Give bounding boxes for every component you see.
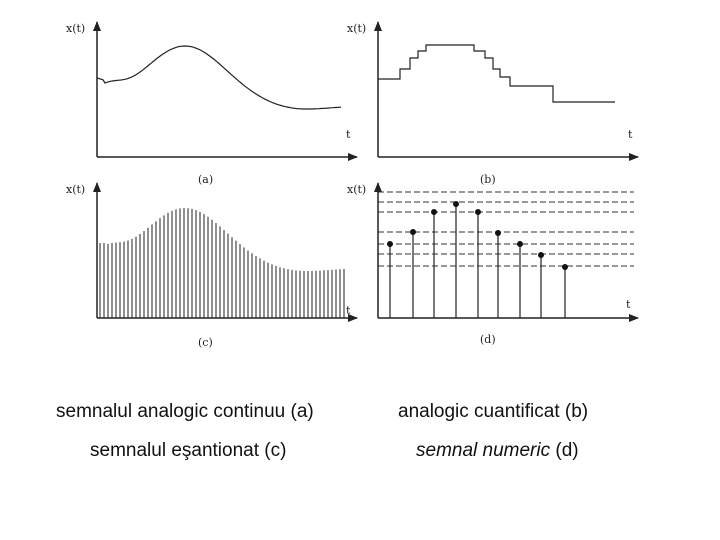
panel-c-caption: (c) [198,336,213,349]
panel-b-caption: (b) [480,173,496,186]
stem-dot-1 [410,229,416,235]
panel-a-caption: (a) [198,173,213,186]
panel-c-xlabel: t [346,304,351,317]
panel-c: x(t) t (c) [66,182,358,349]
caption-b-text: analogic cuantificat [398,401,560,422]
caption-d-text: semnal numeric [416,440,551,461]
caption-c-text: semnalul eşantionat [90,440,259,461]
panel-a-xlabel: t [346,128,351,141]
stem-dot-4 [475,209,481,215]
stem-dot-6 [517,241,523,247]
panel-c-ylabel: x(t) [66,183,85,196]
caption-b-ref: (b) [559,401,589,422]
panel-a: x(t) t (a) [66,21,358,186]
caption-a: semnalul analogic continuu (a) [56,401,314,423]
stem-dot-2 [431,209,437,215]
caption-b: analogic cuantificat (b) [398,401,588,423]
panel-b-staircase [378,44,615,103]
panel-d-ylabel: x(t) [347,183,366,196]
signal-figure: x(t) t (a) x(t) t (b) x(t) t (c) x(t) t … [66,21,639,349]
panel-b: x(t) t (b) [347,21,639,186]
stem-dot-5 [495,230,501,236]
panel-b-xlabel: t [628,128,633,141]
caption-c-ref: (c) [259,440,287,461]
stem-dot-7 [538,252,544,258]
caption-d: semnal numeric (d) [416,440,579,462]
panel-a-ylabel: x(t) [66,22,85,35]
panel-a-signal-curve [96,45,342,110]
panel-d-caption: (d) [480,333,496,346]
stem-dot-8 [562,264,568,270]
caption-d-ref: (d) [550,440,579,461]
caption-c: semnalul eşantionat (c) [90,440,286,462]
stem-dot-3 [453,201,459,207]
panel-d-quantization-levels [378,191,634,267]
caption-a-text: semnalul analogic continuu [56,401,286,422]
caption-a-ref: (a) [285,401,314,422]
panel-b-ylabel: x(t) [347,22,366,35]
stem-dot-0 [387,241,393,247]
panel-d: x(t) t (d) [347,182,639,346]
panel-d-xlabel: t [626,298,631,311]
panel-c-samples [99,208,345,318]
panel-d-samples [387,201,568,318]
